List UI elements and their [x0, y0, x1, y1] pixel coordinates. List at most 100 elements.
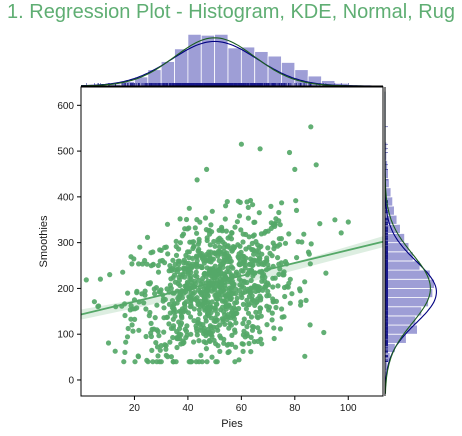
scatter-point: [209, 299, 215, 305]
scatter-point: [249, 258, 255, 264]
scatter-point: [174, 269, 180, 275]
x-tick-label: 40: [182, 403, 194, 414]
scatter-point: [185, 249, 191, 255]
scatter-point: [271, 335, 277, 342]
scatter-point: [132, 359, 138, 365]
scatter-point: [289, 291, 295, 297]
scatter-point: [204, 166, 210, 172]
regression-line: [80, 240, 384, 316]
scatter-point: [223, 203, 229, 209]
scatter-point: [268, 225, 274, 231]
scatter-point: [242, 334, 248, 340]
scatter-point: [256, 288, 262, 294]
y-tick-label: 500: [57, 147, 74, 158]
scatter-point: [136, 261, 142, 267]
scatter-point: [240, 320, 246, 327]
scatter-point: [222, 293, 228, 299]
scatter-point: [301, 231, 307, 237]
scatter-point: [236, 255, 242, 261]
scatter-point: [255, 338, 261, 344]
scatter-point: [282, 240, 289, 246]
scatter-point: [144, 357, 150, 363]
scatter-point: [265, 288, 271, 294]
scatter-point: [225, 254, 231, 260]
scatter-point: [187, 275, 193, 281]
scatter-point: [232, 359, 238, 365]
scatter-point: [194, 230, 200, 236]
scatter-point: [249, 293, 255, 299]
scatter-point: [160, 298, 166, 304]
scatter-point: [206, 285, 212, 291]
scatter-point: [254, 314, 260, 320]
scatter-point: [224, 199, 230, 205]
scatter-point: [144, 261, 150, 267]
scatter-point: [307, 322, 313, 328]
scatter-point: [168, 276, 174, 282]
scatter-point: [234, 219, 240, 225]
scatter-point: [179, 315, 185, 321]
scatter-point: [259, 274, 265, 280]
scatter-point: [173, 252, 180, 258]
right-marginal-distribution: [384, 87, 437, 396]
scatter-point: [112, 348, 118, 354]
scatter-point: [194, 332, 200, 338]
scatter-point: [240, 348, 246, 354]
scatter-point: [188, 297, 194, 303]
scatter-point: [226, 288, 232, 294]
scatter-point: [179, 274, 185, 280]
scatter-point: [199, 264, 205, 271]
scatter-point: [221, 257, 227, 263]
scatter-point: [223, 298, 229, 304]
scatter-point: [217, 348, 223, 354]
scatter-point: [163, 352, 169, 358]
scatter-point: [164, 314, 170, 320]
scatter-point: [191, 289, 197, 296]
scatter-point: [241, 328, 247, 334]
scatter-point: [148, 330, 154, 336]
scatter-point: [175, 258, 181, 264]
scatter-point: [165, 251, 171, 257]
regression-confidence-band: [81, 236, 383, 320]
scatter-point: [161, 260, 168, 266]
scatter-point: [153, 285, 159, 291]
scatter-point: [270, 240, 276, 246]
scatter-point: [308, 241, 314, 247]
y-tick-label: 100: [57, 330, 74, 341]
scatter-point: [158, 359, 164, 365]
scatter-point: [174, 300, 180, 306]
scatter-point: [193, 359, 199, 365]
y-tick-label: 200: [57, 284, 74, 295]
scatter-point: [178, 332, 184, 338]
scatter-point: [271, 325, 277, 331]
scatter-point: [191, 339, 197, 345]
scatter-point: [152, 291, 158, 297]
scatter-point: [158, 287, 164, 293]
scatter-point: [184, 332, 190, 338]
x-axis-ticks: 20 40 60 80 100: [129, 396, 357, 414]
scatter-point: [120, 269, 126, 275]
scatter-point: [214, 359, 220, 365]
scatter-point: [287, 300, 293, 306]
scatter-point: [269, 317, 275, 323]
scatter-point: [232, 300, 238, 306]
scatter-point: [236, 305, 242, 312]
scatter-point: [123, 339, 129, 345]
scatter-point: [236, 357, 242, 363]
scatter-point: [201, 260, 207, 266]
scatter-point: [173, 359, 179, 365]
scatter-point: [281, 284, 288, 291]
scatter-point: [229, 332, 235, 338]
scatter-point: [293, 198, 299, 204]
scatter-point: [257, 146, 263, 152]
scatter-point: [214, 324, 220, 330]
scatter-point: [173, 243, 179, 250]
x-axis-label: Pies: [221, 418, 243, 430]
scatter-point: [213, 317, 219, 324]
scatter-point: [297, 288, 303, 294]
x-tick-label: 60: [236, 403, 248, 414]
scatter-point: [221, 309, 227, 315]
scatter-point: [154, 327, 160, 333]
scatter-point: [338, 230, 344, 236]
scatter-point: [230, 290, 236, 296]
scatter-point: [317, 221, 323, 227]
